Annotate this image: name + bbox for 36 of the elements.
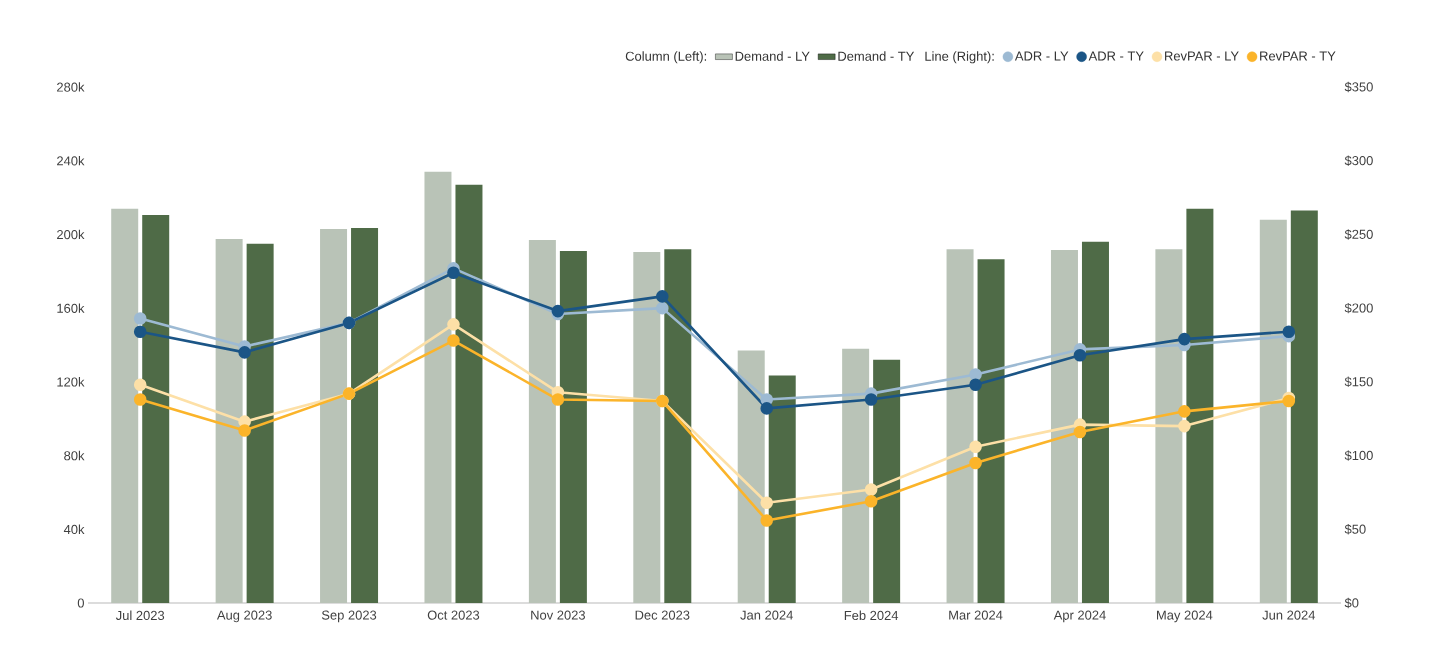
y2-tick-label: $350 [1344, 81, 1373, 93]
y-tick-label: 280k [57, 82, 85, 92]
x-tick-label: May 2024 [1157, 610, 1213, 623]
y-tick-label: 120k [57, 377, 85, 387]
y2-tick-label: $150 [1344, 376, 1373, 388]
x-tick-label: Feb 2024 [844, 610, 899, 621]
y2-tick-label: $50 [1344, 524, 1366, 535]
y2-tick-label: $300 [1344, 155, 1373, 166]
y-tick-label: 80k [64, 450, 85, 461]
x-tick-label: Jan 2024 [740, 610, 793, 620]
legend-label: ADR - TY [1088, 51, 1144, 61]
x-tick-label: Jun 2024 [1262, 610, 1316, 620]
x-tick-label: Dec 2023 [635, 610, 690, 620]
legend-label: Demand - LY [735, 51, 810, 61]
x-tick-label: Apr 2024 [1053, 610, 1106, 623]
x-tick-label: Aug 2023 [216, 610, 272, 623]
y-tick-label: 200k [57, 229, 85, 240]
text: Column (Left): [625, 51, 707, 64]
legend-label: RevPAR - TY [1260, 51, 1336, 61]
y2-tick-label: $200 [1344, 302, 1373, 314]
x-tick-label: Sep 2023 [321, 610, 377, 623]
x-tick-label: Jul 2023 [115, 610, 165, 621]
y-tick-label: 0 [77, 598, 84, 608]
x-tick-label: Nov 2023 [531, 610, 586, 620]
legend-label: Demand - TY [838, 51, 915, 61]
y2-tick-label: $250 [1344, 229, 1373, 240]
y2-tick-label: $100 [1344, 450, 1373, 461]
y2-tick-label: $0 [1344, 597, 1359, 609]
text: Line (Right): [925, 51, 994, 64]
legend-label: ADR - LY [1014, 51, 1069, 61]
x-tick-label: Oct 2023 [427, 610, 480, 620]
x-tick-label: Mar 2024 [949, 610, 1003, 620]
y-tick-label: 160k [57, 303, 85, 313]
legend-label: RevPAR - LY [1165, 51, 1239, 61]
y-tick-label: 40k [63, 524, 85, 535]
y-tick-label: 240k [57, 155, 85, 166]
